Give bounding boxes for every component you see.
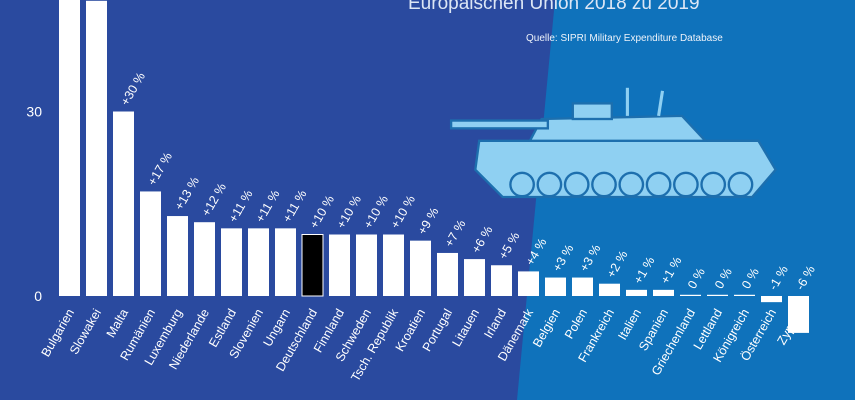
bar-rumänien [140,191,161,296]
value-label: +17 % [145,150,175,188]
value-label: +6 % [469,224,496,256]
y-tick-label: 0 [34,288,42,304]
category-label: Litauen [449,306,482,349]
value-label: +30 % [118,70,148,108]
value-label: +10 % [307,193,337,231]
bar-österreich [761,296,782,303]
bar-königreich [734,294,755,296]
bar-dänemark [518,271,539,296]
bar-malta [113,111,134,296]
value-label: +13 % [172,175,202,213]
bar-lettland [707,294,728,296]
bar-polen [572,277,593,296]
tank-icon [449,87,778,199]
value-label: +9 % [415,205,442,237]
value-label: +11 % [280,188,310,225]
background-right-panel [517,0,855,400]
bar-spanien [653,289,674,296]
chart-title: Europäischen Union 2018 zu 2019 [408,0,700,14]
value-label: +12 % [199,181,229,219]
value-label: +10 % [388,193,418,231]
bar-irland [491,265,512,296]
category-label: Malta [104,306,131,340]
value-label: +10 % [361,193,391,231]
bar-portugal [437,252,458,296]
bar-tsch-republik [383,234,404,296]
bar-kroatien [410,240,431,296]
value-label: +7 % [442,217,469,249]
bar-italien [626,289,647,296]
bar-zypern [788,296,809,333]
bar-niederlande [194,222,215,296]
bar-slowakei [86,0,107,297]
bar-frankreich [599,283,620,296]
value-label: +11 % [253,188,283,225]
value-label: +10 % [334,193,364,231]
bar-luxemburg [167,216,188,296]
bar-finnland [329,234,350,296]
bar-estland [221,228,242,296]
bar-griechenland [680,294,701,296]
y-tick-label: 30 [26,104,42,120]
bar-deutschland [301,234,324,297]
source-note: Quelle: SIPRI Military Expenditure Datab… [526,33,723,44]
bar-slovenien [248,228,269,296]
bar-bulgarien [59,0,80,296]
value-label: +5 % [496,230,523,262]
bar-belgien [545,277,566,296]
bar-schweden [356,234,377,296]
bar-litauen [464,259,485,296]
value-label: +11 % [226,188,256,225]
bar-ungarn [275,228,296,296]
category-label: Irland [481,306,509,340]
